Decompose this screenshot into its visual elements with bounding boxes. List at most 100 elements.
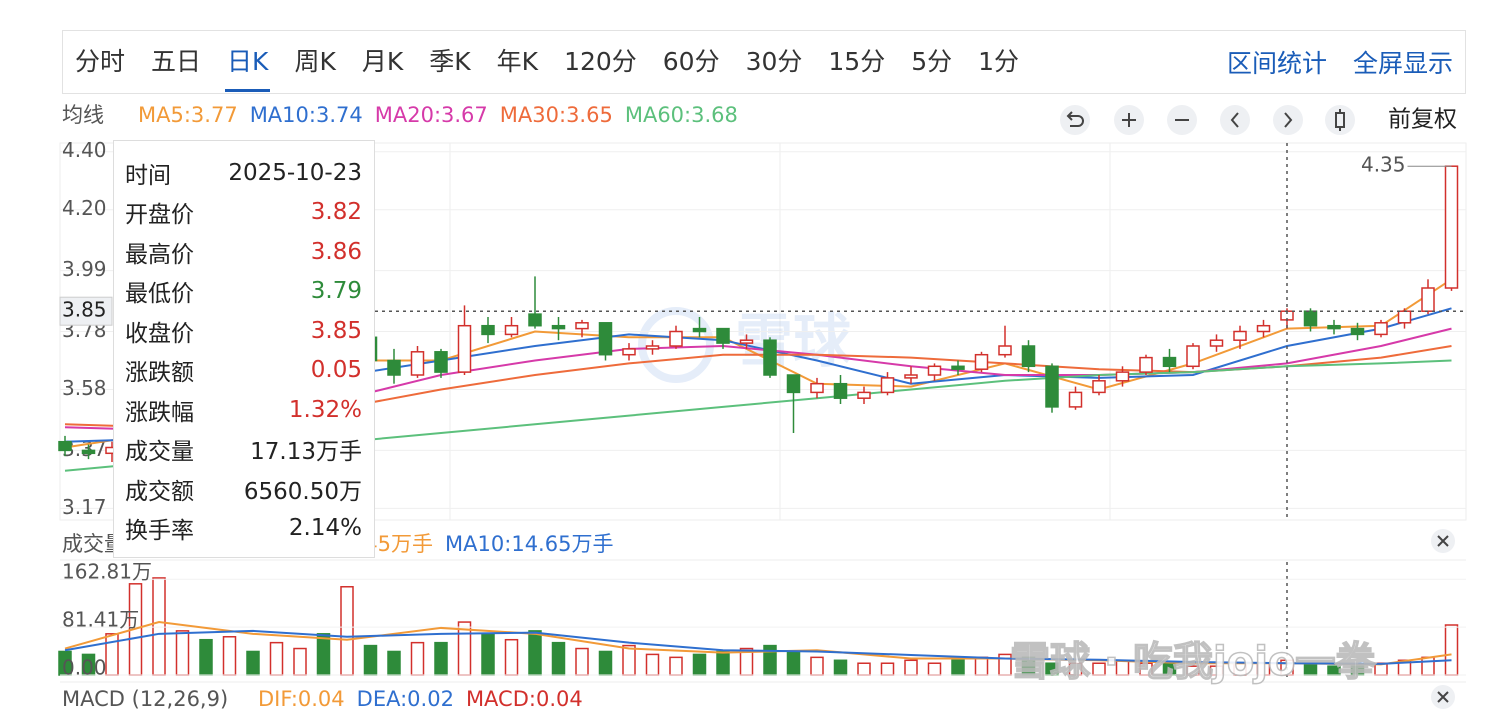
volume-bar [786, 650, 801, 676]
tooltip-value: 3.85 [310, 317, 362, 344]
volume-bar [222, 636, 237, 676]
tooltip-value: 3.86 [310, 238, 362, 265]
y-tick-label: 4.20 [62, 196, 107, 220]
candle-body [974, 353, 989, 370]
legend-entry: MA60:3.68 [625, 103, 738, 127]
candle-body [998, 345, 1012, 356]
toolbar-icon[interactable] [1167, 105, 1197, 135]
tooltip-label: 涨跌幅 [125, 399, 194, 426]
tooltip-value: 0.05 [310, 357, 362, 384]
macd-title: MACD (12,26,9) [62, 687, 228, 711]
candle-body [786, 374, 801, 394]
tab[interactable]: 1分 [978, 47, 1020, 76]
legend-entry: MA10:14.65万手 [445, 532, 613, 556]
volume-bar [340, 586, 354, 676]
volume-bar [692, 653, 707, 676]
tab[interactable]: 周K [294, 47, 336, 76]
candle-body [645, 345, 660, 350]
candle-body [833, 382, 848, 399]
volume-bar [246, 650, 260, 676]
volume-bar [293, 647, 307, 676]
candle-body [1350, 327, 1365, 336]
icon-glyph [1066, 111, 1084, 127]
candle-body [1444, 165, 1459, 289]
volume-bar [880, 662, 895, 676]
tooltip-value: 2025-10-23 [228, 159, 362, 186]
tab[interactable]: 5分 [911, 47, 953, 76]
tooltip-row: 时间 2025-10-23 [125, 153, 362, 193]
period-tabs: 分时 五日 日K 周K 月K 季K 年K 120分 60分 30分 15分 5分 1分 区间统计 全屏显示 [62, 30, 1466, 94]
tab[interactable]: 五日 [151, 47, 202, 76]
legend-entry: MA30:3.65 [500, 103, 613, 127]
close-button[interactable] [1431, 685, 1455, 709]
tab[interactable]: 季K [429, 47, 471, 76]
crosshair-label: 3.85 [62, 298, 107, 322]
ma-title: 均线 [62, 103, 104, 127]
tab[interactable]: 年K [496, 47, 539, 76]
candle-body [763, 339, 777, 376]
tooltip-row: 成交量 17.13万手 [125, 430, 362, 470]
tooltip-label: 收盘价 [125, 320, 194, 347]
legend-entry: MACD:0.04 [466, 687, 583, 711]
candle-body [1233, 330, 1247, 341]
toolbar-icon[interactable] [1114, 105, 1144, 135]
candle-body [1162, 356, 1177, 368]
close-button[interactable] [1431, 529, 1455, 553]
volume-bar [387, 650, 401, 676]
candle-body [716, 327, 730, 344]
ma-line [64, 629, 1452, 665]
candle-body [1397, 310, 1412, 324]
icon-glyph [1122, 113, 1136, 127]
volume-bar [669, 656, 683, 676]
volume-bar [904, 659, 918, 676]
volume-bar [951, 659, 965, 676]
icon-glyph [1230, 112, 1239, 128]
tooltip-row: 最低价 3.79 [125, 272, 362, 312]
volume-bar [1421, 656, 1435, 676]
y-tick-label: 3.17 [62, 495, 107, 519]
tab[interactable]: 分时 [75, 47, 126, 76]
action-button[interactable]: 区间统计 [1226, 49, 1327, 78]
volume-bar [199, 638, 213, 676]
toolbar-icon[interactable] [1325, 105, 1355, 135]
toolbar-icon[interactable] [1220, 105, 1250, 135]
y-tick-label: 3.58 [62, 376, 107, 400]
volume-bar [152, 577, 166, 676]
volume-bar [974, 656, 989, 676]
candle-body [1068, 391, 1083, 408]
y-tick-label: 162.81万 [62, 560, 152, 584]
volume-bar [434, 641, 448, 676]
icon-bg [1273, 105, 1303, 135]
candle-body [669, 330, 683, 347]
volume-bar [833, 659, 848, 676]
volume-bar [598, 650, 613, 676]
tooltip-label: 最高价 [125, 241, 194, 268]
candle-body [951, 365, 965, 370]
candle-body [504, 324, 519, 336]
toolbar-icon[interactable] [1060, 105, 1090, 135]
tab[interactable]: 60分 [662, 47, 720, 76]
candle-body [1021, 345, 1036, 368]
action-button[interactable]: 全屏显示 [1352, 49, 1453, 78]
tab[interactable]: 120分 [564, 47, 637, 76]
tooltip-row: 成交额 6560.50万 [125, 469, 362, 509]
max-label: 4.35 [1361, 153, 1406, 177]
tab[interactable]: 月K [361, 47, 404, 76]
candle-body [58, 440, 72, 452]
toolbar-icon[interactable] [1273, 105, 1303, 135]
volume-bar [645, 653, 660, 676]
icon-bg [1325, 105, 1355, 135]
volume-bar [410, 641, 425, 676]
candle-body [1186, 345, 1200, 368]
candle-body [1374, 322, 1388, 336]
tab[interactable]: 15分 [828, 47, 886, 76]
tooltip-row: 最高价 3.86 [125, 232, 362, 272]
tooltip-value: 1.32% [288, 396, 362, 423]
tab[interactable]: 30分 [745, 47, 803, 76]
tab[interactable]: 日K [225, 32, 271, 92]
crosshair-label-bg [59, 296, 113, 326]
legend-entry: MA5:3.77 [138, 103, 238, 127]
candle-body [1209, 339, 1224, 347]
candle-body [1115, 371, 1130, 382]
candle-body [739, 339, 754, 344]
